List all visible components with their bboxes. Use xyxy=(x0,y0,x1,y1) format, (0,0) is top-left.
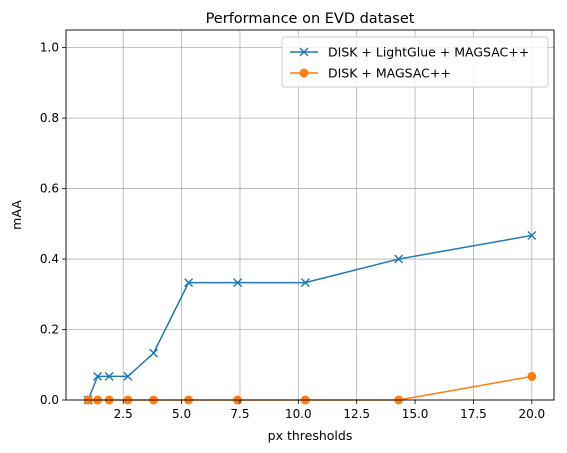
y-axis-ticks: 0.0 0.2 0.4 0.6 0.8 1.0 xyxy=(40,41,66,407)
y-tick-label: 0.8 xyxy=(40,111,59,125)
x-tick-label: 5.0 xyxy=(172,407,191,421)
series-1 xyxy=(83,230,537,405)
legend-marker xyxy=(299,68,309,78)
series-1-point xyxy=(149,348,159,358)
x-tick-label: 2.5 xyxy=(114,407,133,421)
x-tick-label: 10.0 xyxy=(285,407,312,421)
legend-item: DISK + LightGlue + MAGSAC++ xyxy=(290,45,529,60)
legend-label: DISK + MAGSAC++ xyxy=(328,66,451,81)
chart-title: Performance on EVD dataset xyxy=(206,11,415,27)
legend-item: DISK + MAGSAC++ xyxy=(290,66,451,81)
series-1-point xyxy=(527,230,537,240)
legend-box xyxy=(281,36,549,88)
series-1-point xyxy=(184,278,194,288)
x-tick-label: 12.5 xyxy=(343,407,370,421)
x-axis-ticks: 2.5 5.0 7.5 10.0 12.5 15.0 17.5 20.0 xyxy=(114,400,545,421)
legend: DISK + LightGlue + MAGSAC++ DISK + MAGSAC… xyxy=(281,36,549,88)
x-axis-label: px thresholds xyxy=(268,428,353,443)
legend-label: DISK + LightGlue + MAGSAC++ xyxy=(328,45,529,60)
series-1-point xyxy=(104,371,114,381)
x-tick-label: 17.5 xyxy=(460,407,487,421)
series-1-point xyxy=(123,371,133,381)
y-tick-label: 0.2 xyxy=(40,323,59,337)
x-tick-label: 20.0 xyxy=(518,407,545,421)
y-tick-label: 0.4 xyxy=(40,252,59,266)
series-1-point xyxy=(93,371,103,381)
plot-frame xyxy=(65,29,555,401)
series-1-point xyxy=(300,278,310,288)
series-1-point xyxy=(394,254,404,264)
y-tick-label: 0.0 xyxy=(40,393,59,407)
y-tick-label: 1.0 xyxy=(40,41,59,55)
y-tick-label: 0.6 xyxy=(40,182,59,196)
y-axis-label: mAA xyxy=(9,200,24,230)
series-1-line xyxy=(87,234,532,401)
series-1-point xyxy=(233,278,243,288)
x-tick-label: 15.0 xyxy=(402,407,429,421)
x-tick-label: 7.5 xyxy=(230,407,249,421)
series-2-point xyxy=(527,371,537,381)
series-layer xyxy=(83,230,537,405)
legend-marker xyxy=(299,47,309,57)
